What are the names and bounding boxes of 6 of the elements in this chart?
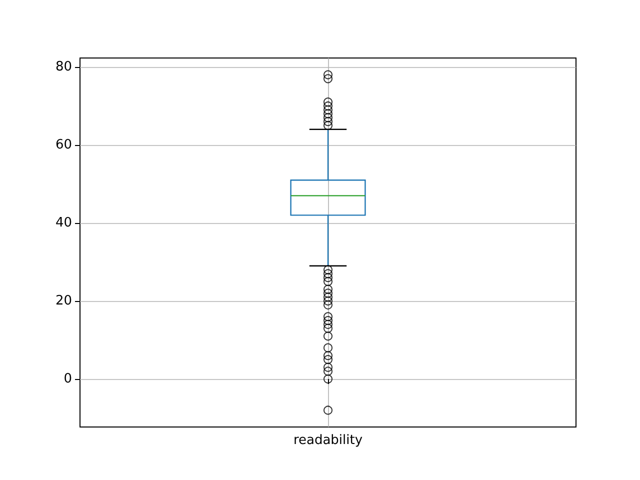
y-tick-label: 20 [55,294,72,309]
y-tick-label: 60 [55,137,72,152]
y-tick-label: 80 [55,59,72,74]
y-tick-label: 0 [64,372,72,387]
y-tick-label: 40 [55,215,72,230]
x-tick-label: readability [293,433,363,448]
